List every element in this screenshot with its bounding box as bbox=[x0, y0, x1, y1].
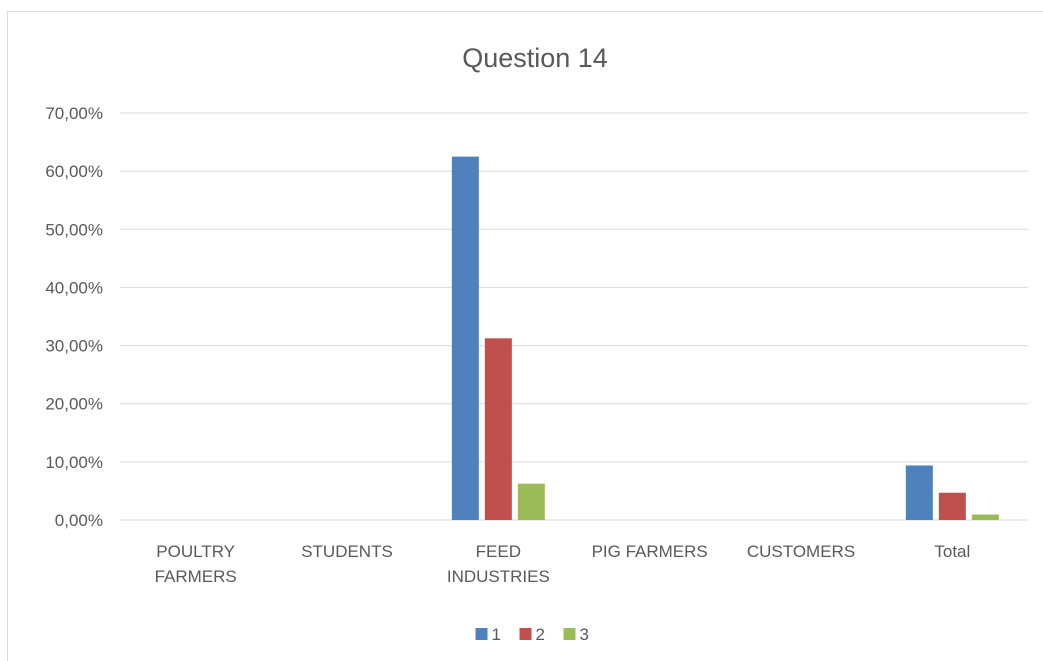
y-tick-label: 20,00% bbox=[45, 395, 103, 414]
bar-series-1 bbox=[451, 156, 479, 520]
bars bbox=[451, 156, 999, 520]
legend-label: 2 bbox=[536, 625, 545, 644]
x-category-label: Total bbox=[934, 542, 970, 561]
y-tick-label: 30,00% bbox=[45, 337, 103, 356]
bar-series-2 bbox=[484, 338, 512, 520]
legend-swatch-2 bbox=[519, 628, 532, 640]
gridlines bbox=[120, 112, 1028, 521]
y-tick-label: 70,00% bbox=[45, 104, 103, 123]
x-category-label: POULTRY bbox=[156, 542, 235, 561]
x-category-label: STUDENTS bbox=[301, 542, 393, 561]
legend-label: 1 bbox=[492, 625, 501, 644]
x-category-label: PIG FARMERS bbox=[592, 542, 708, 561]
x-category-label: INDUSTRIES bbox=[447, 567, 550, 586]
y-tick-label: 0,00% bbox=[55, 511, 103, 530]
legend-swatch-3 bbox=[563, 628, 576, 640]
y-tick-label: 10,00% bbox=[45, 453, 103, 472]
bar-series-2 bbox=[938, 492, 966, 520]
x-category-label: FEED bbox=[476, 542, 521, 561]
x-axis: POULTRY FARMERS STUDENTS FEED INDUSTRIES PIG … bbox=[155, 542, 971, 586]
x-category-label: FARMERS bbox=[155, 567, 237, 586]
bar-series-3 bbox=[517, 483, 545, 520]
bar-series-1 bbox=[905, 465, 933, 520]
chart-area bbox=[7, 11, 1043, 661]
chart-title: Question 14 bbox=[462, 43, 608, 73]
bar-series-3 bbox=[971, 514, 999, 520]
y-tick-label: 60,00% bbox=[45, 162, 103, 181]
x-category-label: CUSTOMERS bbox=[747, 542, 855, 561]
legend: 1 2 3 bbox=[475, 625, 589, 644]
legend-label: 3 bbox=[580, 625, 589, 644]
y-tick-label: 50,00% bbox=[45, 220, 103, 239]
y-axis: 0,00% 10,00% 20,00% 30,00% 40,00% 50,00% 60,00… bbox=[45, 104, 103, 530]
y-tick-label: 40,00% bbox=[45, 278, 103, 297]
legend-swatch-1 bbox=[475, 628, 488, 640]
